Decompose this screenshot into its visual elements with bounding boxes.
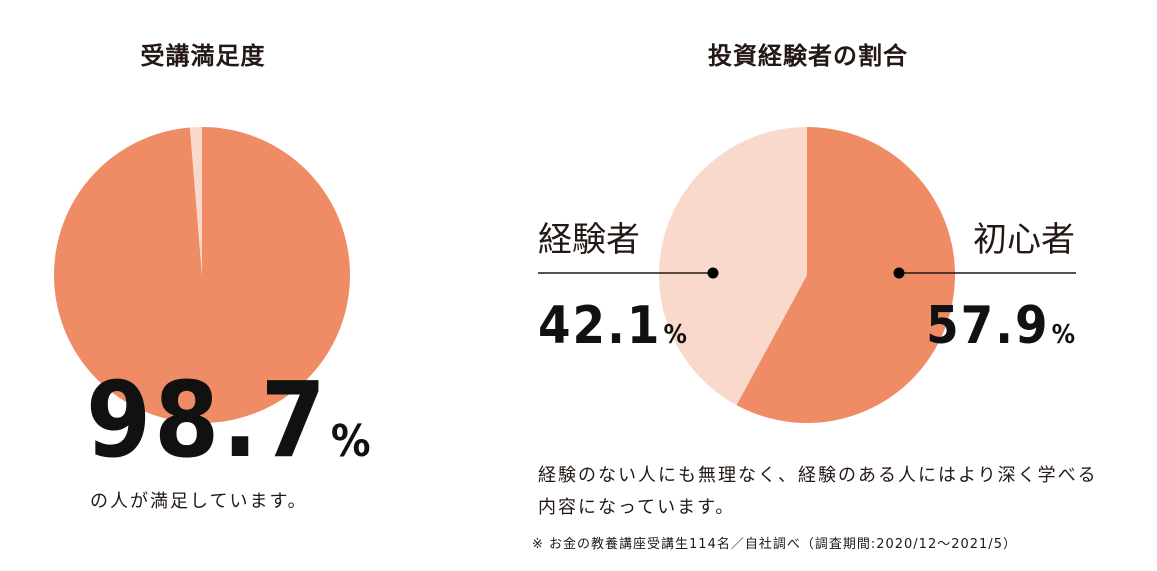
experienced-slice — [658, 126, 807, 406]
satisfaction-value: 98.7 — [86, 359, 329, 481]
beginner-leader-dot — [893, 267, 905, 279]
beginner-percentage: 57.9% — [926, 300, 1075, 352]
experience-description: 経験のない人にも無理なく、経験のある人にはより深く学べる内容になっています。 — [538, 465, 1098, 518]
satisfaction-caption: の人が満足しています。 — [90, 491, 308, 512]
experienced-leader-dot — [707, 267, 719, 279]
unsatisfied-slice — [189, 127, 202, 275]
satisfaction-unit: % — [330, 416, 371, 467]
beginner-label: 初心者 — [973, 220, 1075, 260]
beginner-unit: % — [1051, 320, 1075, 350]
satisfied-slice — [54, 127, 351, 423]
experienced-value: 42.1 — [538, 296, 662, 356]
survey-footnote: ※ お金の教養講座受講生114名／自社調べ（調査期間:2020/12～2021/… — [532, 537, 1017, 552]
beginner-slice — [736, 127, 955, 423]
experienced-unit: % — [663, 320, 687, 350]
satisfaction-title: 受講満足度 — [140, 42, 266, 70]
beginner-value: 57.9 — [926, 296, 1050, 356]
satisfaction-percentage: 98.7% — [86, 368, 371, 472]
experience-title: 投資経験者の割合 — [708, 42, 908, 70]
experienced-label: 経験者 — [538, 220, 640, 260]
experienced-percentage: 42.1% — [538, 300, 687, 352]
